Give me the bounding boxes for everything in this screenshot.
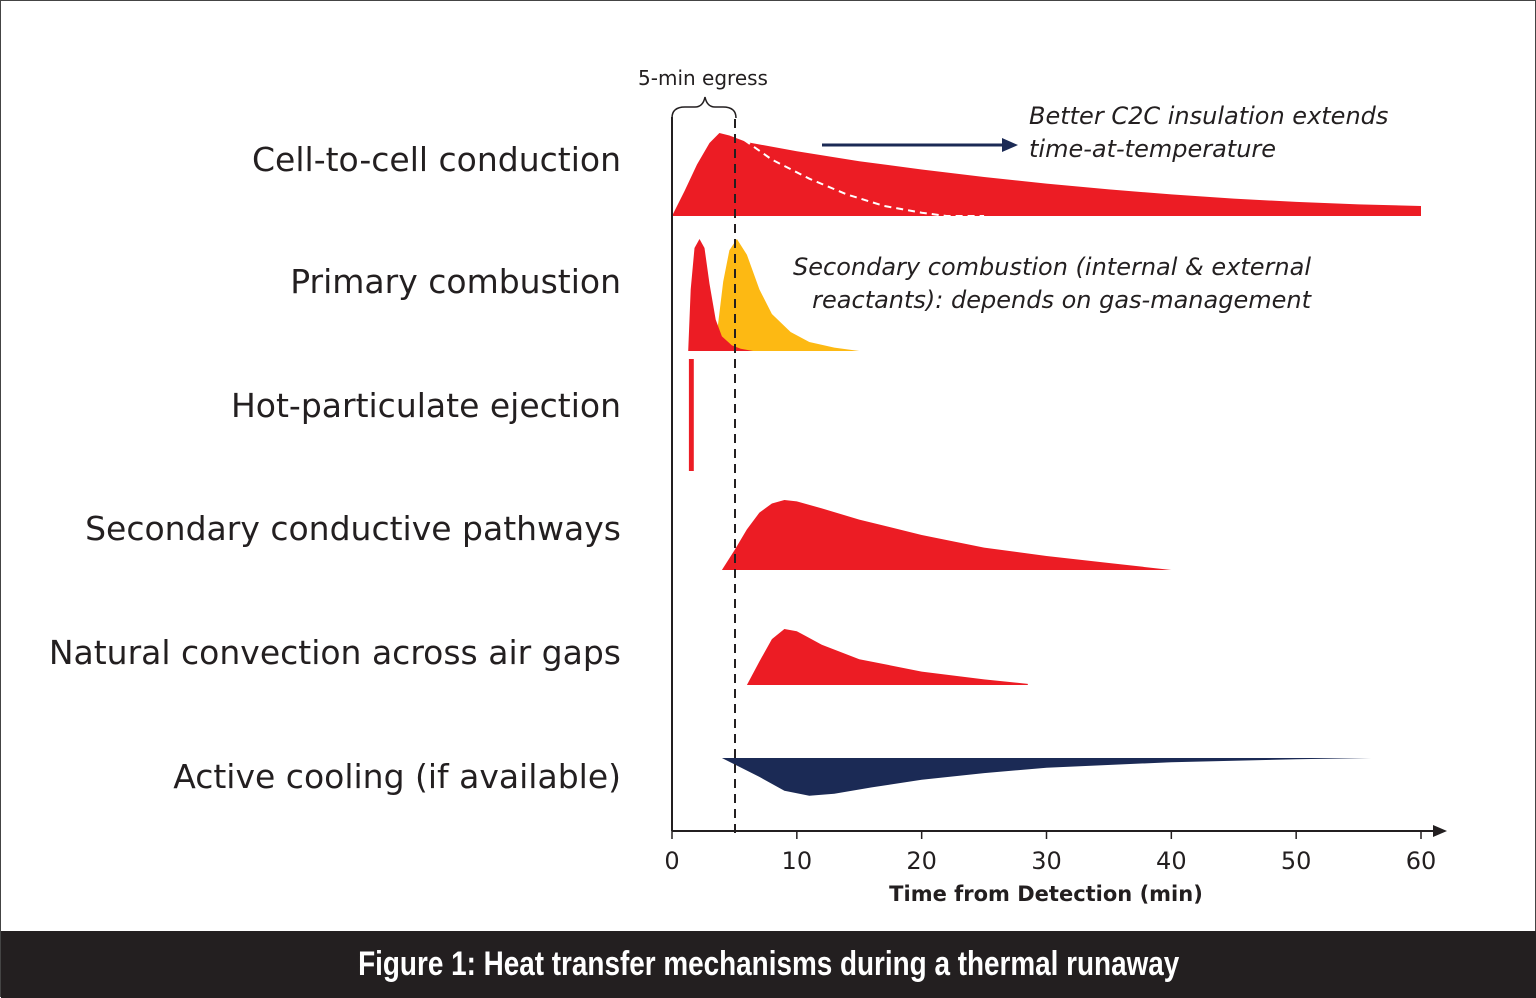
egress-label: 5-min egress — [638, 66, 768, 90]
annotation-secondary-line-2: reactants): depends on gas-management — [812, 286, 1312, 314]
dashed-curve-without-insulation — [733, 132, 985, 217]
row-label-cell-to-cell-conduction: Cell-to-cell conduction — [252, 140, 621, 179]
x-tick-label: 50 — [1281, 847, 1312, 875]
annotation-secondary-combustion: Secondary combustion (internal & externa… — [793, 253, 1313, 314]
row-label-secondary-conductive-pathways: Secondary conductive pathways — [85, 509, 621, 548]
x-tick-label: 60 — [1406, 847, 1437, 875]
x-axis-label: Time from Detection (min) — [889, 882, 1203, 906]
annotation-secondary-line-1: Secondary combustion (internal & externa… — [793, 253, 1311, 281]
x-axis-arrowhead — [1433, 825, 1447, 837]
annotation-arrowhead — [1002, 138, 1018, 152]
figure-caption: Figure 1: Heat transfer mechanisms durin… — [358, 945, 1180, 983]
x-tick-label: 40 — [1156, 847, 1187, 875]
x-tick-label: 30 — [1031, 847, 1062, 875]
row-label-primary-combustion: Primary combustion — [290, 262, 621, 301]
caption-bar: Figure 1: Heat transfer mechanisms durin… — [1, 931, 1536, 998]
area-primary-combustion — [688, 239, 754, 351]
area-secondary-conductive-pathways — [721, 500, 1172, 570]
x-axis-ticks: 0 10 20 30 40 50 60 — [664, 831, 1436, 875]
egress-brace — [671, 96, 737, 119]
area-cell-to-cell-conduction — [672, 133, 1421, 216]
annotation-c2c-line-1: Better C2C insulation extends — [1029, 102, 1388, 130]
chart-plot-area — [672, 132, 1421, 796]
row-label-natural-convection: Natural convection across air gaps — [49, 633, 621, 672]
x-tick-label: 20 — [906, 847, 937, 875]
egress-marker: 5-min egress — [638, 66, 768, 119]
area-secondary-combustion — [714, 239, 860, 351]
row-label-active-cooling: Active cooling (if available) — [173, 757, 621, 796]
annotation-c2c: Better C2C insulation extends time-at-te… — [822, 102, 1388, 163]
x-tick-label: 0 — [664, 847, 679, 875]
chart: 5-min egress 0 10 20 30 40 50 60 Time from Det… — [49, 66, 1447, 906]
area-natural-convection-across-air-gaps — [746, 629, 1028, 685]
row-labels: Cell-to-cell conduction Primary combusti… — [49, 140, 621, 796]
x-tick-label: 10 — [782, 847, 813, 875]
annotation-c2c-line-2: time-at-temperature — [1029, 135, 1276, 163]
area-active-cooling — [721, 758, 1372, 796]
area-hot-particulate-ejection — [688, 359, 694, 471]
row-label-hot-particulate-ejection: Hot-particulate ejection — [231, 386, 621, 425]
